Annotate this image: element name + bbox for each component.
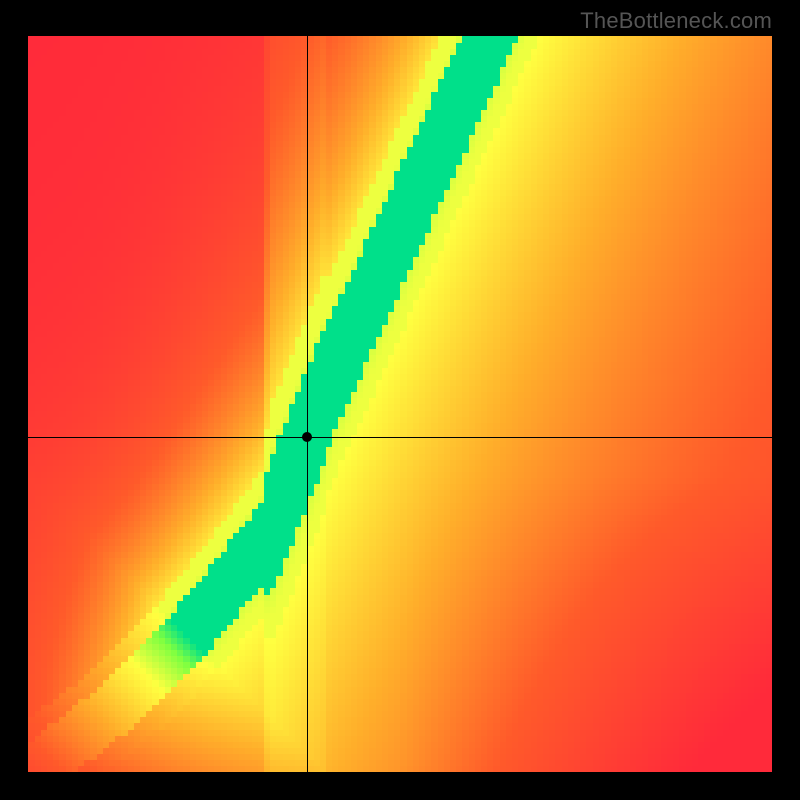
marker-dot: [302, 432, 312, 442]
watermark-text: TheBottleneck.com: [580, 8, 772, 34]
heatmap-canvas: [28, 36, 772, 772]
crosshair-vertical: [307, 36, 308, 772]
chart-frame: TheBottleneck.com: [0, 0, 800, 800]
heatmap-plot: [28, 36, 772, 772]
crosshair-horizontal: [28, 437, 772, 438]
